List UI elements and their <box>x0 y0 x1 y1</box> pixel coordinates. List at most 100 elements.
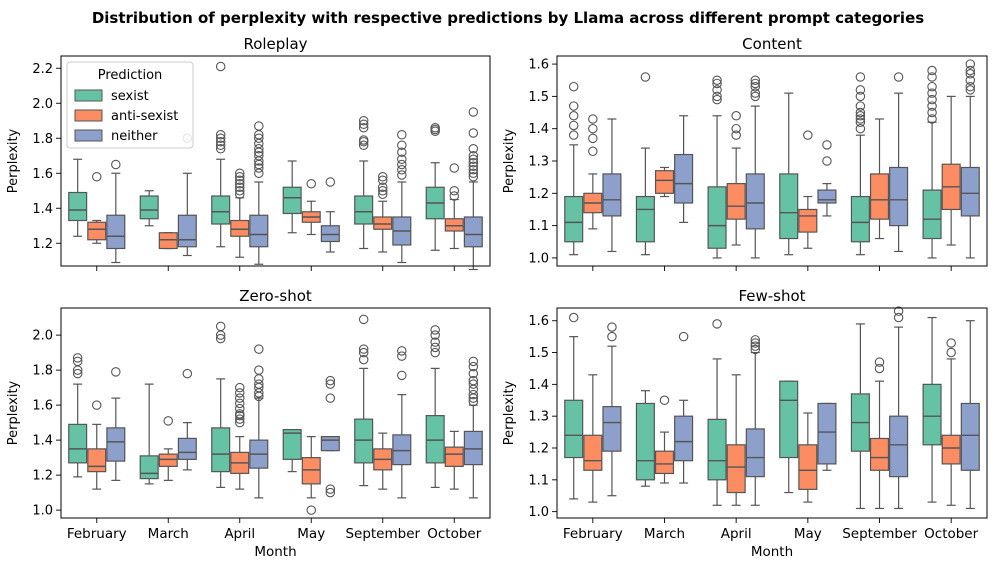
outlier-point <box>449 191 459 201</box>
box-neither-march <box>674 115 694 223</box>
box-neither-september <box>889 306 909 510</box>
outlier-point <box>927 94 937 105</box>
legend-label-neither: neither <box>111 129 158 144</box>
outlier-point <box>588 123 598 134</box>
box-neither-october <box>463 356 483 499</box>
box-body <box>602 173 622 217</box>
outlier-point <box>306 505 316 515</box>
box-body <box>745 173 765 230</box>
box-body <box>779 380 799 459</box>
outlier-point <box>965 69 976 79</box>
box-anti-sexist-april <box>230 382 250 490</box>
box-anti-sexist-october <box>444 430 464 490</box>
outlier-point <box>468 375 479 386</box>
outlier-point <box>215 61 226 72</box>
outlier-point <box>712 75 722 85</box>
outlier-point <box>965 75 976 85</box>
box-neither-october <box>463 107 483 271</box>
outlier-point <box>468 128 479 138</box>
outlier-point <box>325 379 336 389</box>
box-sexist-february <box>564 312 584 500</box>
box-body <box>230 219 250 237</box>
legend-swatch-anti-sexist <box>74 109 103 122</box>
outlier-point <box>855 111 866 121</box>
outlier-point <box>855 85 866 95</box>
outlier-point <box>588 133 598 144</box>
y-tick-label: 1.6 <box>528 314 549 329</box>
outlier-point <box>235 414 245 424</box>
outlier-point <box>659 395 670 406</box>
box-anti-sexist-september <box>869 118 890 240</box>
box-neither-september <box>392 130 412 264</box>
y-tick-label: 2.0 <box>32 97 53 112</box>
subplot-content: Content 1.0 1.1 1.2 1.3 1.4 1.5 1.6 Perplexity <box>502 35 988 271</box>
outlier-point <box>254 379 264 389</box>
outlier-point <box>468 168 479 179</box>
y-axis-label: Perplexity <box>6 380 21 445</box>
outlier-point <box>92 400 102 410</box>
outlier-point <box>750 335 761 345</box>
box-body <box>635 402 655 481</box>
box-sexist-april <box>211 61 231 248</box>
box-sexist-september <box>850 72 870 256</box>
outlier-point <box>235 398 245 409</box>
y-tick-label: 1.4 <box>32 202 53 217</box>
box-sexist-may <box>282 160 302 234</box>
box-neither-may <box>817 140 837 217</box>
box-anti-sexist-may <box>798 130 818 249</box>
box-neither-september <box>889 72 909 253</box>
box-body <box>463 216 483 248</box>
outlier-point <box>568 312 579 323</box>
outlier-point <box>712 85 722 95</box>
outlier-point <box>215 130 226 140</box>
outlier-point <box>468 396 479 407</box>
box-body <box>463 430 483 466</box>
outlier-point <box>358 123 369 133</box>
outlier-point <box>607 322 617 332</box>
outlier-point <box>72 353 83 363</box>
box-body <box>564 399 584 459</box>
box-neither-april <box>249 121 269 265</box>
box-sexist-september <box>354 116 374 250</box>
box-body <box>850 195 870 243</box>
outlier-point <box>927 88 937 98</box>
outlier-point <box>215 133 226 144</box>
outlier-point <box>358 119 369 130</box>
outlier-point <box>377 182 388 193</box>
outlier-point <box>927 81 937 92</box>
box-neither-april <box>249 344 269 499</box>
box-body <box>87 221 107 241</box>
axes-frame <box>556 307 988 519</box>
outlier-point <box>822 156 832 166</box>
box-neither-march <box>177 133 197 257</box>
y-tick-label: 2.2 <box>32 62 53 77</box>
y-tick-label: 1.2 <box>528 187 549 202</box>
y-tick-label: 1.1 <box>528 473 549 488</box>
outlier-point <box>430 347 440 358</box>
outlier-point <box>235 175 245 186</box>
figure-title: Distribution of perplexity with respecti… <box>92 9 924 27</box>
box-body <box>282 186 302 215</box>
outlier-point <box>358 344 369 354</box>
box-body <box>726 183 746 220</box>
box-body <box>211 427 231 473</box>
outlier-point <box>750 91 761 102</box>
legend-frame <box>66 61 194 149</box>
outlier-point <box>397 154 407 165</box>
outlier-point <box>712 91 722 102</box>
outlier-point <box>254 144 264 154</box>
box-anti-sexist-april <box>726 111 746 246</box>
outlier-point <box>397 351 407 361</box>
outlier-point <box>803 130 813 140</box>
outlier-point <box>397 346 407 356</box>
box-neither-may <box>320 375 340 498</box>
box-body <box>106 427 126 462</box>
box-body <box>941 434 961 465</box>
outlier-point <box>377 175 388 186</box>
y-tick-label: 1.2 <box>528 442 549 457</box>
box-body <box>726 444 746 494</box>
box-neither-february <box>602 118 622 253</box>
outlier-point <box>235 179 245 189</box>
outlier-point <box>965 59 976 69</box>
